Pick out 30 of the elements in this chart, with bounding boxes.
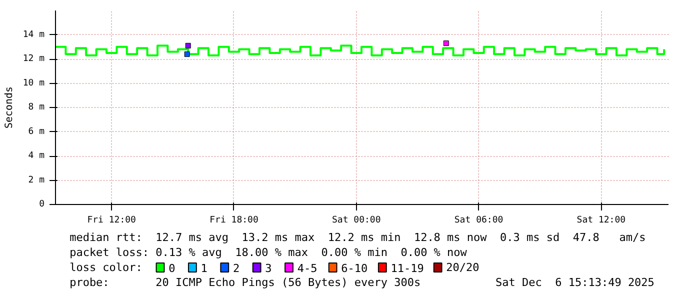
legend-title: loss color:	[70, 261, 142, 274]
text: Sat Dec 6 15:13:49 2025	[495, 276, 654, 289]
y-tick-label: 2 m	[28, 175, 45, 186]
y-tick-label: 6 m	[28, 126, 45, 137]
x-tick-label: Fri 18:00	[210, 216, 258, 226]
y-tick-label: 8 m	[28, 102, 45, 112]
legend-label: 6-10	[341, 262, 368, 275]
x-tick-label: Sat 12:00	[576, 216, 626, 226]
x-tick-label: Fri 12:00	[87, 216, 136, 226]
y-tick-label: 4 m	[28, 151, 45, 161]
y-tick-label: 14 m	[22, 30, 45, 40]
y-tick-label: 12 m	[22, 54, 45, 64]
y-tick-label: 0	[39, 200, 45, 210]
text: packet loss: 0.13 % avg 18.00 % max 0.00 % min 0.00 % now	[70, 246, 468, 259]
legend-label: 2	[232, 262, 240, 275]
legend-label: 3	[265, 262, 272, 275]
point	[443, 40, 449, 46]
y-axis-title: Seconds	[4, 86, 15, 129]
point	[185, 42, 191, 48]
legend-label: 4-5	[297, 262, 318, 275]
legend-label: 20/20	[446, 261, 480, 274]
legend-label: 11-19	[390, 262, 424, 275]
point	[184, 51, 190, 57]
x-tick-label: Sat 06:00	[454, 216, 504, 226]
legend-label: 1	[200, 262, 208, 275]
text: probe: 20 ICMP Echo Pings (56 Bytes) every 300s	[70, 276, 421, 289]
y-tick-label: 10 m	[22, 78, 45, 88]
text: median rtt: 12.7 ms avg 13.2 ms max 12.2 ms min 12.8 ms now 0.3 ms sd 47.8 am/s	[70, 231, 646, 244]
x-tick-label: Sat 00:00	[332, 216, 381, 226]
legend-label: 0	[168, 262, 176, 275]
